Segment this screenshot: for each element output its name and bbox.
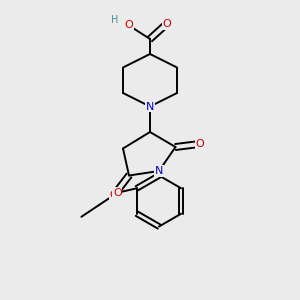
Text: N: N (155, 166, 163, 176)
Text: O: O (113, 188, 122, 198)
Text: O: O (195, 139, 204, 149)
Text: N: N (146, 101, 154, 112)
Text: H: H (111, 15, 118, 25)
Text: O: O (110, 190, 118, 200)
Text: O: O (162, 19, 171, 29)
Text: O: O (124, 20, 134, 31)
